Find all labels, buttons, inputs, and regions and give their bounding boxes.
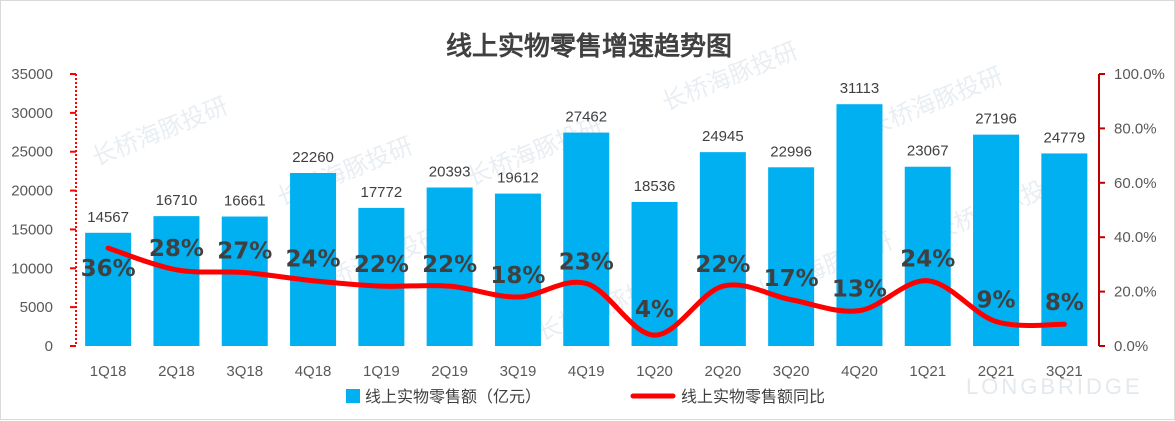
bar-value-label: 24945 xyxy=(702,128,744,145)
legend-swatch-bar xyxy=(346,389,360,403)
yoy-value-label: 22% xyxy=(354,252,409,278)
yoy-value-label: 22% xyxy=(695,252,750,278)
legend-label-bar: 线上实物零售额（亿元） xyxy=(365,388,541,406)
x-tick-label: 4Q20 xyxy=(841,363,878,380)
bar xyxy=(221,216,268,346)
yoy-value-label: 13% xyxy=(832,277,887,303)
bar-value-label: 27462 xyxy=(565,109,607,126)
x-tick-label: 2Q20 xyxy=(704,363,741,380)
bar-value-label: 20393 xyxy=(429,164,471,181)
legend-label-line: 线上实物零售额同比 xyxy=(681,388,825,406)
right-y-axis: 0.0% 20.0% 40.0% 60.0% 80.0% 100.0% xyxy=(1098,66,1165,355)
x-tick-label: 2Q18 xyxy=(158,363,195,380)
x-tick-label: 3Q19 xyxy=(500,363,537,380)
bar xyxy=(153,216,200,346)
left-tick-label: 0 xyxy=(45,338,53,355)
yoy-line xyxy=(105,245,1067,338)
yoy-value-label: 24% xyxy=(900,247,955,273)
left-tick-label: 30000 xyxy=(11,105,53,122)
yoy-value-labels: 36% 28% 27% 24% 22% 22% 18% 23% 4% 22% 17% 13% 24% 9%… xyxy=(81,236,1084,323)
yoy-value-label: 22% xyxy=(422,252,477,278)
yoy-line-series xyxy=(105,245,1067,338)
right-tick-label: 40.0% xyxy=(1114,229,1157,246)
left-tick-label: 10000 xyxy=(11,260,53,277)
right-tick-label: 20.0% xyxy=(1114,284,1157,301)
x-tick-label: 1Q20 xyxy=(636,363,673,380)
chart-title: 线上实物零售增速趋势图 xyxy=(446,31,732,61)
bar xyxy=(699,152,746,346)
yoy-value-label: 4% xyxy=(635,297,674,323)
left-tick-label: 5000 xyxy=(20,299,53,316)
yoy-value-label: 23% xyxy=(559,249,614,275)
bar xyxy=(426,187,473,346)
bar-value-label: 16710 xyxy=(156,192,198,209)
yoy-value-label: 28% xyxy=(149,236,204,262)
bar xyxy=(563,132,610,346)
bar-value-label: 18536 xyxy=(634,178,676,195)
bar-value-label: 16661 xyxy=(224,193,266,210)
bar-value-label: 17772 xyxy=(360,184,402,201)
right-tick-label: 80.0% xyxy=(1114,120,1157,137)
yoy-value-label: 18% xyxy=(490,263,545,289)
yoy-value-label: 9% xyxy=(977,288,1016,314)
bar-value-label: 31113 xyxy=(840,80,880,97)
bar-value-labels: 14567 16710 16661 22260 17772 20393 19612 27462… xyxy=(87,80,1085,226)
left-tick-label: 35000 xyxy=(11,66,53,83)
bar xyxy=(1041,153,1088,346)
bar-series xyxy=(85,104,1088,346)
yoy-value-label: 17% xyxy=(764,266,819,292)
bar xyxy=(904,166,951,346)
left-tick-label: 20000 xyxy=(11,183,53,200)
bar xyxy=(290,173,337,346)
bar xyxy=(631,201,678,346)
watermark-text: 长桥海豚投研 xyxy=(863,62,1007,142)
legend: 线上实物零售额（亿元） 线上实物零售额同比 xyxy=(346,388,825,406)
x-axis-labels: 1Q18 2Q18 3Q18 4Q18 1Q19 2Q19 3Q19 4Q19 1Q20 2Q20… xyxy=(90,363,1083,380)
bar xyxy=(494,193,541,346)
right-tick-label: 0.0% xyxy=(1114,338,1148,355)
left-y-axis: 0 5000 10000 15000 20000 25000 30000 35000 xyxy=(11,66,77,355)
bar-value-label: 19612 xyxy=(497,170,539,187)
bar-value-label: 23067 xyxy=(907,143,949,160)
right-tick-label: 100.0% xyxy=(1114,66,1165,83)
x-tick-label: 1Q18 xyxy=(90,363,127,380)
x-tick-label: 2Q19 xyxy=(431,363,468,380)
longbridge-watermark: LONGBRIDGE xyxy=(966,374,1143,399)
yoy-value-label: 27% xyxy=(217,239,272,265)
yoy-value-label: 24% xyxy=(286,247,341,273)
yoy-value-label: 36% xyxy=(81,256,136,282)
bar-value-label: 22260 xyxy=(292,149,334,166)
left-tick-label: 25000 xyxy=(11,144,53,161)
x-tick-label: 1Q19 xyxy=(363,363,400,380)
watermark-text: 长桥海豚投研 xyxy=(88,92,232,172)
bar-value-label: 27196 xyxy=(975,111,1017,128)
bar-value-label: 24779 xyxy=(1043,129,1085,146)
x-tick-label: 1Q21 xyxy=(909,363,946,380)
bar-value-label: 22996 xyxy=(770,143,812,160)
yoy-value-label: 8% xyxy=(1045,290,1084,316)
x-tick-label: 4Q18 xyxy=(295,363,332,380)
x-tick-label: 4Q19 xyxy=(568,363,605,380)
bar xyxy=(358,207,405,346)
x-tick-label: 3Q21 xyxy=(1046,363,1083,380)
x-tick-label: 2Q21 xyxy=(978,363,1015,380)
x-tick-label: 3Q18 xyxy=(226,363,263,380)
x-tick-label: 3Q20 xyxy=(773,363,810,380)
bar xyxy=(768,167,815,346)
left-tick-label: 15000 xyxy=(11,221,53,238)
bar-value-label: 14567 xyxy=(87,209,129,226)
right-tick-label: 60.0% xyxy=(1114,175,1157,192)
